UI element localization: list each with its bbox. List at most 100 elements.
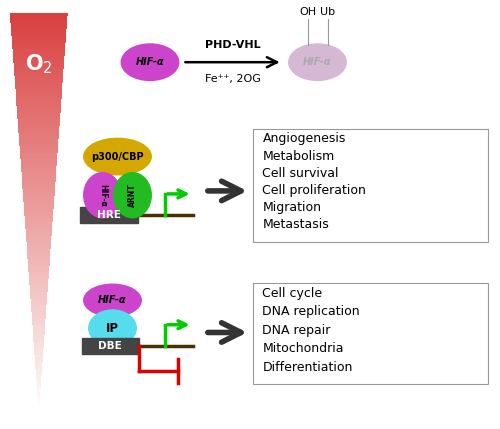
Polygon shape	[16, 96, 62, 100]
Polygon shape	[16, 106, 61, 109]
Polygon shape	[32, 315, 46, 319]
Ellipse shape	[84, 138, 151, 175]
Polygon shape	[30, 292, 48, 296]
Polygon shape	[32, 312, 46, 315]
Polygon shape	[23, 196, 54, 199]
Polygon shape	[20, 152, 58, 156]
Polygon shape	[12, 39, 66, 43]
Polygon shape	[22, 186, 55, 189]
Polygon shape	[12, 33, 66, 36]
Polygon shape	[34, 339, 44, 342]
Polygon shape	[20, 142, 58, 146]
Polygon shape	[16, 93, 62, 96]
Ellipse shape	[84, 173, 121, 218]
Polygon shape	[30, 289, 48, 292]
Bar	[80, 207, 138, 223]
Polygon shape	[15, 83, 62, 86]
Text: Migration: Migration	[262, 201, 322, 214]
Polygon shape	[38, 402, 40, 405]
Polygon shape	[18, 116, 60, 119]
Polygon shape	[34, 345, 43, 349]
Polygon shape	[24, 206, 54, 209]
Polygon shape	[20, 146, 58, 149]
Text: Metabolism: Metabolism	[262, 150, 335, 163]
Text: Fe⁺⁺, 2OG: Fe⁺⁺, 2OG	[204, 74, 260, 85]
Polygon shape	[14, 73, 63, 76]
Polygon shape	[34, 342, 44, 345]
Polygon shape	[25, 219, 52, 222]
Polygon shape	[18, 119, 60, 123]
Text: PHD-VHL: PHD-VHL	[204, 40, 260, 50]
Polygon shape	[38, 392, 40, 395]
Text: HRE: HRE	[97, 210, 120, 220]
Polygon shape	[26, 229, 52, 233]
Polygon shape	[30, 286, 48, 289]
Polygon shape	[12, 46, 65, 49]
Text: HIF-α: HIF-α	[303, 57, 332, 67]
Text: OH: OH	[299, 7, 316, 17]
Polygon shape	[24, 209, 54, 212]
Polygon shape	[21, 166, 57, 169]
Polygon shape	[10, 19, 67, 23]
Polygon shape	[35, 359, 42, 362]
Ellipse shape	[89, 310, 136, 347]
Polygon shape	[27, 252, 50, 256]
Polygon shape	[28, 266, 50, 269]
Polygon shape	[14, 60, 64, 63]
Polygon shape	[19, 139, 59, 142]
Text: Differentiation: Differentiation	[262, 361, 353, 374]
Polygon shape	[20, 156, 57, 159]
Text: HIF-α: HIF-α	[136, 57, 164, 67]
Polygon shape	[28, 272, 49, 275]
Polygon shape	[28, 262, 50, 266]
Polygon shape	[21, 163, 57, 166]
Polygon shape	[32, 309, 46, 312]
Polygon shape	[11, 30, 66, 33]
Polygon shape	[24, 202, 54, 206]
Polygon shape	[18, 126, 59, 129]
Polygon shape	[33, 329, 44, 332]
Polygon shape	[12, 43, 66, 46]
Polygon shape	[28, 269, 49, 272]
Polygon shape	[28, 259, 50, 262]
Polygon shape	[22, 176, 56, 179]
Polygon shape	[26, 226, 52, 229]
Polygon shape	[22, 172, 56, 176]
Polygon shape	[37, 385, 40, 389]
Polygon shape	[12, 49, 65, 53]
Polygon shape	[18, 129, 59, 133]
Text: Mitochondria: Mitochondria	[262, 342, 344, 355]
Polygon shape	[33, 335, 44, 339]
Polygon shape	[34, 349, 43, 352]
Polygon shape	[29, 279, 48, 282]
Polygon shape	[18, 123, 59, 126]
Polygon shape	[22, 169, 56, 172]
Polygon shape	[30, 296, 47, 299]
Polygon shape	[28, 256, 50, 259]
Polygon shape	[26, 236, 52, 239]
Text: Angiogenesis: Angiogenesis	[262, 133, 346, 145]
Polygon shape	[13, 56, 64, 60]
Polygon shape	[14, 66, 64, 69]
Text: DNA repair: DNA repair	[262, 324, 331, 337]
Text: ARNT: ARNT	[128, 183, 137, 207]
Polygon shape	[35, 362, 42, 365]
Polygon shape	[17, 112, 60, 116]
Text: DNA replication: DNA replication	[262, 305, 360, 318]
Polygon shape	[16, 86, 62, 89]
Text: Cell proliferation: Cell proliferation	[262, 184, 366, 197]
Polygon shape	[32, 322, 45, 325]
Polygon shape	[22, 189, 55, 192]
Polygon shape	[10, 23, 67, 26]
Polygon shape	[36, 382, 41, 385]
Polygon shape	[22, 179, 56, 182]
Polygon shape	[34, 355, 43, 359]
Polygon shape	[20, 159, 57, 163]
Polygon shape	[30, 282, 48, 286]
Polygon shape	[38, 395, 40, 399]
Polygon shape	[16, 100, 62, 103]
Text: p300/CBP: p300/CBP	[91, 151, 144, 162]
Text: Cell cycle: Cell cycle	[262, 287, 322, 300]
Polygon shape	[16, 89, 62, 93]
Polygon shape	[27, 245, 50, 249]
